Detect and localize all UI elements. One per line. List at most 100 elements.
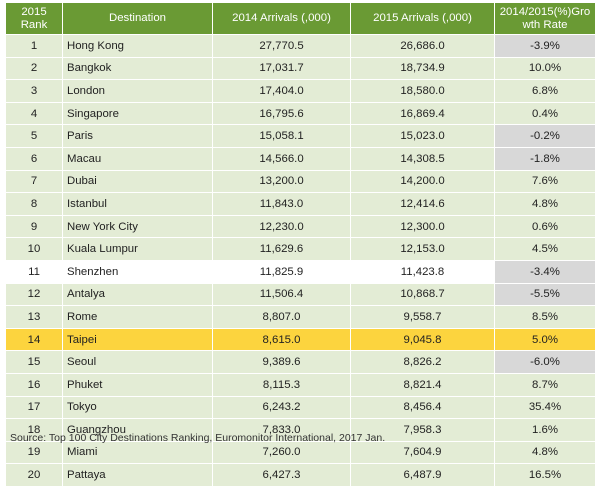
cell-rank: 19 (5, 440, 63, 465)
cell-arrivals-2014: 8,807.0 (212, 305, 351, 329)
cell-growth-rate: 10.0% (494, 56, 596, 81)
cell-arrivals-2015: 18,580.0 (350, 79, 495, 103)
table-row: 8 Istanbul 11,843.0 12,414.6 4.8% (5, 192, 596, 216)
table-row: 4 Singapore 16,795.6 16,869.4 0.4% (5, 101, 596, 126)
table-row: 19 Miami 7,260.0 7,604.9 4.8% (5, 440, 596, 465)
cell-arrivals-2014: 11,506.4 (212, 282, 351, 307)
table-row: 13 Rome 8,807.0 9,558.7 8.5% (5, 305, 596, 329)
cell-arrivals-2014: 8,615.0 (212, 327, 351, 352)
cell-arrivals-2015: 12,300.0 (350, 214, 495, 239)
cell-rank: 5 (5, 124, 63, 148)
cell-destination: New York City (62, 214, 213, 239)
cell-growth-rate: -3.4% (494, 259, 596, 284)
cell-rank: 16 (5, 372, 63, 397)
cell-destination: Macau (62, 146, 213, 171)
cell-arrivals-2015: 15,023.0 (350, 124, 495, 148)
cell-destination: Tokyo (62, 395, 213, 420)
table-row: 9 New York City 12,230.0 12,300.0 0.6% (5, 214, 596, 239)
cell-arrivals-2014: 11,629.6 (212, 237, 351, 261)
header-growth-rate: 2014/2015(%)Gro wth Rate (494, 2, 596, 35)
cell-destination: Phuket (62, 372, 213, 397)
cell-arrivals-2014: 17,031.7 (212, 56, 351, 81)
cell-growth-rate: 8.7% (494, 372, 596, 397)
cell-rank: 11 (5, 259, 63, 284)
cell-growth-rate: 6.8% (494, 79, 596, 103)
cell-rank: 15 (5, 350, 63, 374)
table-header: 2015 Rank Destination 2014 Arrivals (,00… (5, 2, 596, 35)
cell-arrivals-2014: 6,243.2 (212, 395, 351, 420)
table-row: 6 Macau 14,566.0 14,308.5 -1.8% (5, 146, 596, 171)
cell-destination: Taipei (62, 327, 213, 352)
cell-destination: London (62, 79, 213, 103)
cell-arrivals-2014: 13,200.0 (212, 169, 351, 194)
cell-growth-rate: 1.6% (494, 418, 596, 442)
table-row: 15 Seoul 9,389.6 8,826.2 -6.0% (5, 350, 596, 374)
cell-arrivals-2014: 17,404.0 (212, 79, 351, 103)
cell-rank: 6 (5, 146, 63, 171)
cell-arrivals-2015: 26,686.0 (350, 34, 495, 58)
cell-destination: Antalya (62, 282, 213, 307)
cell-growth-rate: 7.6% (494, 169, 596, 194)
cell-destination: Seoul (62, 350, 213, 374)
table-row: 20 Pattaya 6,427.3 6,487.9 16.5% (5, 463, 596, 487)
ranking-table: 2015 Rank Destination 2014 Arrivals (,00… (5, 2, 596, 487)
cell-arrivals-2014: 8,115.3 (212, 372, 351, 397)
header-arrivals-2015: 2015 Arrivals (,000) (350, 2, 495, 35)
cell-arrivals-2015: 14,308.5 (350, 146, 495, 171)
cell-arrivals-2015: 9,558.7 (350, 305, 495, 329)
cell-rank: 2 (5, 56, 63, 81)
cell-growth-rate: 0.4% (494, 101, 596, 126)
cell-growth-rate: -6.0% (494, 350, 596, 374)
cell-destination: Rome (62, 305, 213, 329)
cell-arrivals-2015: 8,456.4 (350, 395, 495, 420)
table-row: 1 Hong Kong 27,770.5 26,686.0 -3.9% (5, 34, 596, 58)
cell-arrivals-2014: 27,770.5 (212, 34, 351, 58)
cell-growth-rate: 35.4% (494, 395, 596, 420)
cell-rank: 20 (5, 463, 63, 487)
cell-rank: 1 (5, 34, 63, 58)
cell-arrivals-2014: 7,260.0 (212, 440, 351, 465)
cell-arrivals-2014: 11,843.0 (212, 192, 351, 216)
cell-rank: 8 (5, 192, 63, 216)
source-note: Source: Top 100 City Destinations Rankin… (10, 432, 386, 444)
cell-growth-rate: 4.8% (494, 192, 596, 216)
cell-destination: Bangkok (62, 56, 213, 81)
cell-destination: Singapore (62, 101, 213, 126)
table-row: 14 Taipei 8,615.0 9,045.8 5.0% (5, 327, 596, 352)
cell-arrivals-2015: 12,153.0 (350, 237, 495, 261)
cell-arrivals-2014: 12,230.0 (212, 214, 351, 239)
cell-arrivals-2015: 7,604.9 (350, 440, 495, 465)
cell-arrivals-2015: 14,200.0 (350, 169, 495, 194)
header-arrivals-2014: 2014 Arrivals (,000) (212, 2, 351, 35)
cell-rank: 4 (5, 101, 63, 126)
cell-arrivals-2014: 6,427.3 (212, 463, 351, 487)
cell-arrivals-2015: 11,423.8 (350, 259, 495, 284)
cell-destination: Guangzhou (62, 418, 213, 442)
table-row: 5 Paris 15,058.1 15,023.0 -0.2% (5, 124, 596, 148)
cell-arrivals-2015: 8,821.4 (350, 372, 495, 397)
cell-arrivals-2015: 18,734.9 (350, 56, 495, 81)
page: 2015 Rank Destination 2014 Arrivals (,00… (5, 2, 596, 487)
cell-arrivals-2014: 7,833.0 (212, 418, 351, 442)
cell-growth-rate: 8.5% (494, 305, 596, 329)
cell-arrivals-2015: 6,487.9 (350, 463, 495, 487)
cell-destination: Istanbul (62, 192, 213, 216)
cell-rank: 7 (5, 169, 63, 194)
cell-arrivals-2014: 15,058.1 (212, 124, 351, 148)
cell-arrivals-2014: 14,566.0 (212, 146, 351, 171)
cell-growth-rate: -3.9% (494, 34, 596, 58)
cell-rank: 10 (5, 237, 63, 261)
cell-rank: 18 (5, 418, 63, 442)
cell-destination: Dubai (62, 169, 213, 194)
table-row: 3 London 17,404.0 18,580.0 6.8% (5, 79, 596, 103)
cell-rank: 17 (5, 395, 63, 420)
cell-destination: Hong Kong (62, 34, 213, 58)
cell-growth-rate: 16.5% (494, 463, 596, 487)
table-row: 16 Phuket 8,115.3 8,821.4 8.7% (5, 372, 596, 397)
table-row: 10 Kuala Lumpur 11,629.6 12,153.0 4.5% (5, 237, 596, 261)
cell-rank: 13 (5, 305, 63, 329)
table-row: 18 Guangzhou 7,833.0 7,958.3 1.6% (5, 418, 596, 442)
cell-destination: Shenzhen (62, 259, 213, 284)
cell-growth-rate: 0.6% (494, 214, 596, 239)
cell-growth-rate: -0.2% (494, 124, 596, 148)
